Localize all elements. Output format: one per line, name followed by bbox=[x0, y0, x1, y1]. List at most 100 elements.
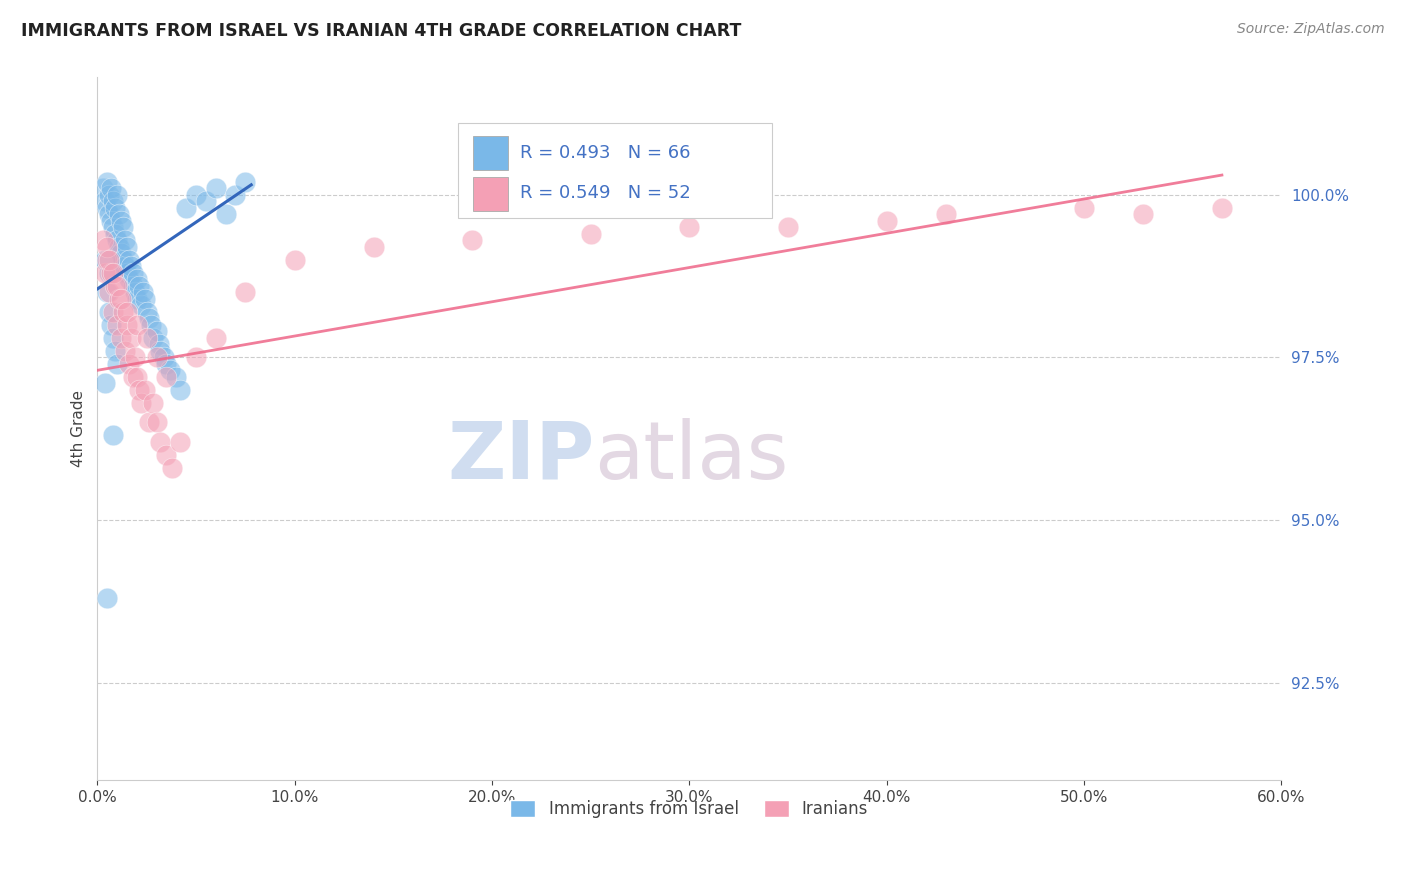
Point bbox=[1073, 201, 1095, 215]
Point bbox=[169, 383, 191, 397]
Text: atlas: atlas bbox=[595, 418, 789, 496]
Point bbox=[155, 448, 177, 462]
Point bbox=[159, 363, 181, 377]
Point bbox=[96, 201, 118, 215]
Point bbox=[114, 343, 136, 358]
Point bbox=[104, 343, 127, 358]
Point bbox=[100, 181, 122, 195]
Point bbox=[118, 252, 141, 267]
Bar bbox=[472, 178, 508, 211]
Point bbox=[101, 266, 124, 280]
Point bbox=[96, 285, 118, 300]
Point bbox=[184, 187, 207, 202]
Point bbox=[138, 416, 160, 430]
Text: R = 0.493   N = 66: R = 0.493 N = 66 bbox=[520, 145, 690, 162]
Point bbox=[129, 396, 152, 410]
Point bbox=[94, 252, 117, 267]
Point bbox=[100, 266, 122, 280]
Point bbox=[121, 369, 143, 384]
Point bbox=[142, 396, 165, 410]
Point bbox=[115, 304, 138, 318]
Point bbox=[108, 240, 131, 254]
Point bbox=[115, 318, 138, 332]
Point bbox=[169, 434, 191, 449]
Point bbox=[110, 331, 132, 345]
Bar bbox=[458, 123, 772, 218]
Text: IMMIGRANTS FROM ISRAEL VS IRANIAN 4TH GRADE CORRELATION CHART: IMMIGRANTS FROM ISRAEL VS IRANIAN 4TH GR… bbox=[21, 22, 741, 40]
Point bbox=[100, 318, 122, 332]
Point bbox=[98, 252, 121, 267]
Point bbox=[135, 304, 157, 318]
Point bbox=[139, 318, 162, 332]
Text: ZIP: ZIP bbox=[447, 418, 595, 496]
Point bbox=[125, 369, 148, 384]
Point bbox=[104, 227, 127, 241]
Point bbox=[104, 278, 127, 293]
Point bbox=[115, 266, 138, 280]
Point bbox=[120, 331, 142, 345]
Point bbox=[153, 351, 176, 365]
Point bbox=[148, 337, 170, 351]
Point bbox=[111, 304, 134, 318]
Point bbox=[461, 233, 484, 247]
Point bbox=[121, 266, 143, 280]
Point bbox=[101, 428, 124, 442]
Point bbox=[108, 292, 131, 306]
Point bbox=[134, 383, 156, 397]
Point bbox=[110, 246, 132, 260]
Point bbox=[125, 318, 148, 332]
Point bbox=[149, 343, 172, 358]
Point bbox=[96, 591, 118, 605]
Point bbox=[120, 259, 142, 273]
Point bbox=[149, 434, 172, 449]
Text: Source: ZipAtlas.com: Source: ZipAtlas.com bbox=[1237, 22, 1385, 37]
Point bbox=[129, 298, 152, 312]
Point bbox=[98, 187, 121, 202]
Point bbox=[101, 331, 124, 345]
Point bbox=[101, 304, 124, 318]
Point bbox=[142, 331, 165, 345]
Point bbox=[110, 292, 132, 306]
Point bbox=[100, 213, 122, 227]
Point bbox=[214, 207, 236, 221]
Point bbox=[96, 252, 118, 267]
Legend: Immigrants from Israel, Iranians: Immigrants from Israel, Iranians bbox=[503, 793, 875, 825]
Bar bbox=[472, 136, 508, 170]
Point bbox=[678, 220, 700, 235]
Point bbox=[104, 201, 127, 215]
Point bbox=[363, 240, 385, 254]
Y-axis label: 4th Grade: 4th Grade bbox=[72, 391, 86, 467]
Point bbox=[118, 272, 141, 286]
Point bbox=[776, 220, 799, 235]
Point bbox=[194, 194, 217, 208]
Point bbox=[118, 357, 141, 371]
Point bbox=[105, 233, 128, 247]
Point bbox=[98, 304, 121, 318]
Point bbox=[155, 369, 177, 384]
Point bbox=[145, 351, 167, 365]
Point bbox=[110, 213, 132, 227]
Text: R = 0.549   N = 52: R = 0.549 N = 52 bbox=[520, 185, 690, 202]
Point bbox=[101, 194, 124, 208]
Point bbox=[124, 351, 146, 365]
Point bbox=[96, 240, 118, 254]
Point bbox=[114, 259, 136, 273]
Point bbox=[98, 207, 121, 221]
Point bbox=[101, 220, 124, 235]
Point bbox=[94, 194, 117, 208]
Point bbox=[204, 181, 226, 195]
Point bbox=[138, 311, 160, 326]
Point bbox=[91, 233, 114, 247]
Point bbox=[876, 213, 898, 227]
Point bbox=[96, 175, 118, 189]
Point bbox=[1211, 201, 1233, 215]
Point bbox=[233, 285, 256, 300]
Point bbox=[284, 252, 307, 267]
Point bbox=[121, 278, 143, 293]
Point bbox=[105, 278, 128, 293]
Point bbox=[204, 331, 226, 345]
Point bbox=[105, 357, 128, 371]
Point bbox=[91, 181, 114, 195]
Point bbox=[94, 376, 117, 391]
Point bbox=[111, 220, 134, 235]
